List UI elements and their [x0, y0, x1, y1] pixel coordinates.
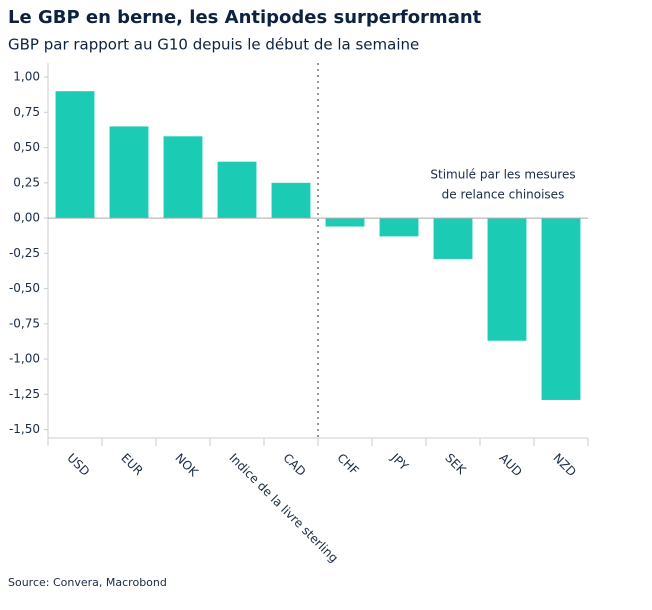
bar: [109, 126, 149, 219]
y-tick-label: 0,25: [13, 175, 40, 189]
bar: [433, 218, 473, 259]
bar: [487, 218, 527, 341]
y-tick-label: 0,00: [13, 211, 40, 225]
y-tick-label: -1,25: [9, 387, 40, 401]
y-tick-label: 0,50: [13, 140, 40, 154]
y-tick-label: -1,00: [9, 352, 40, 366]
chart-title: Le GBP en berne, les Antipodes surperfor…: [8, 7, 482, 28]
y-tick-label: -1,50: [9, 422, 40, 436]
bar: [55, 91, 95, 219]
annotation: Stimulé par les mesures: [430, 168, 575, 182]
bar: [541, 218, 581, 400]
bar: [217, 161, 257, 219]
y-tick-label: -0,25: [9, 246, 40, 260]
y-tick-label: -0,75: [9, 316, 40, 330]
annotation: de relance chinoises: [442, 188, 565, 202]
y-tick-label: 1,00: [13, 70, 40, 84]
source: Source: Convera, Macrobond: [8, 576, 167, 589]
bar: [271, 182, 311, 219]
bar: [379, 218, 419, 237]
y-tick-label: -0,50: [9, 281, 40, 295]
bar: [325, 218, 365, 227]
chart-subtitle: GBP par rapport au G10 depuis le début d…: [8, 36, 419, 54]
bar: [163, 136, 203, 219]
y-tick-label: 0,75: [13, 105, 40, 119]
